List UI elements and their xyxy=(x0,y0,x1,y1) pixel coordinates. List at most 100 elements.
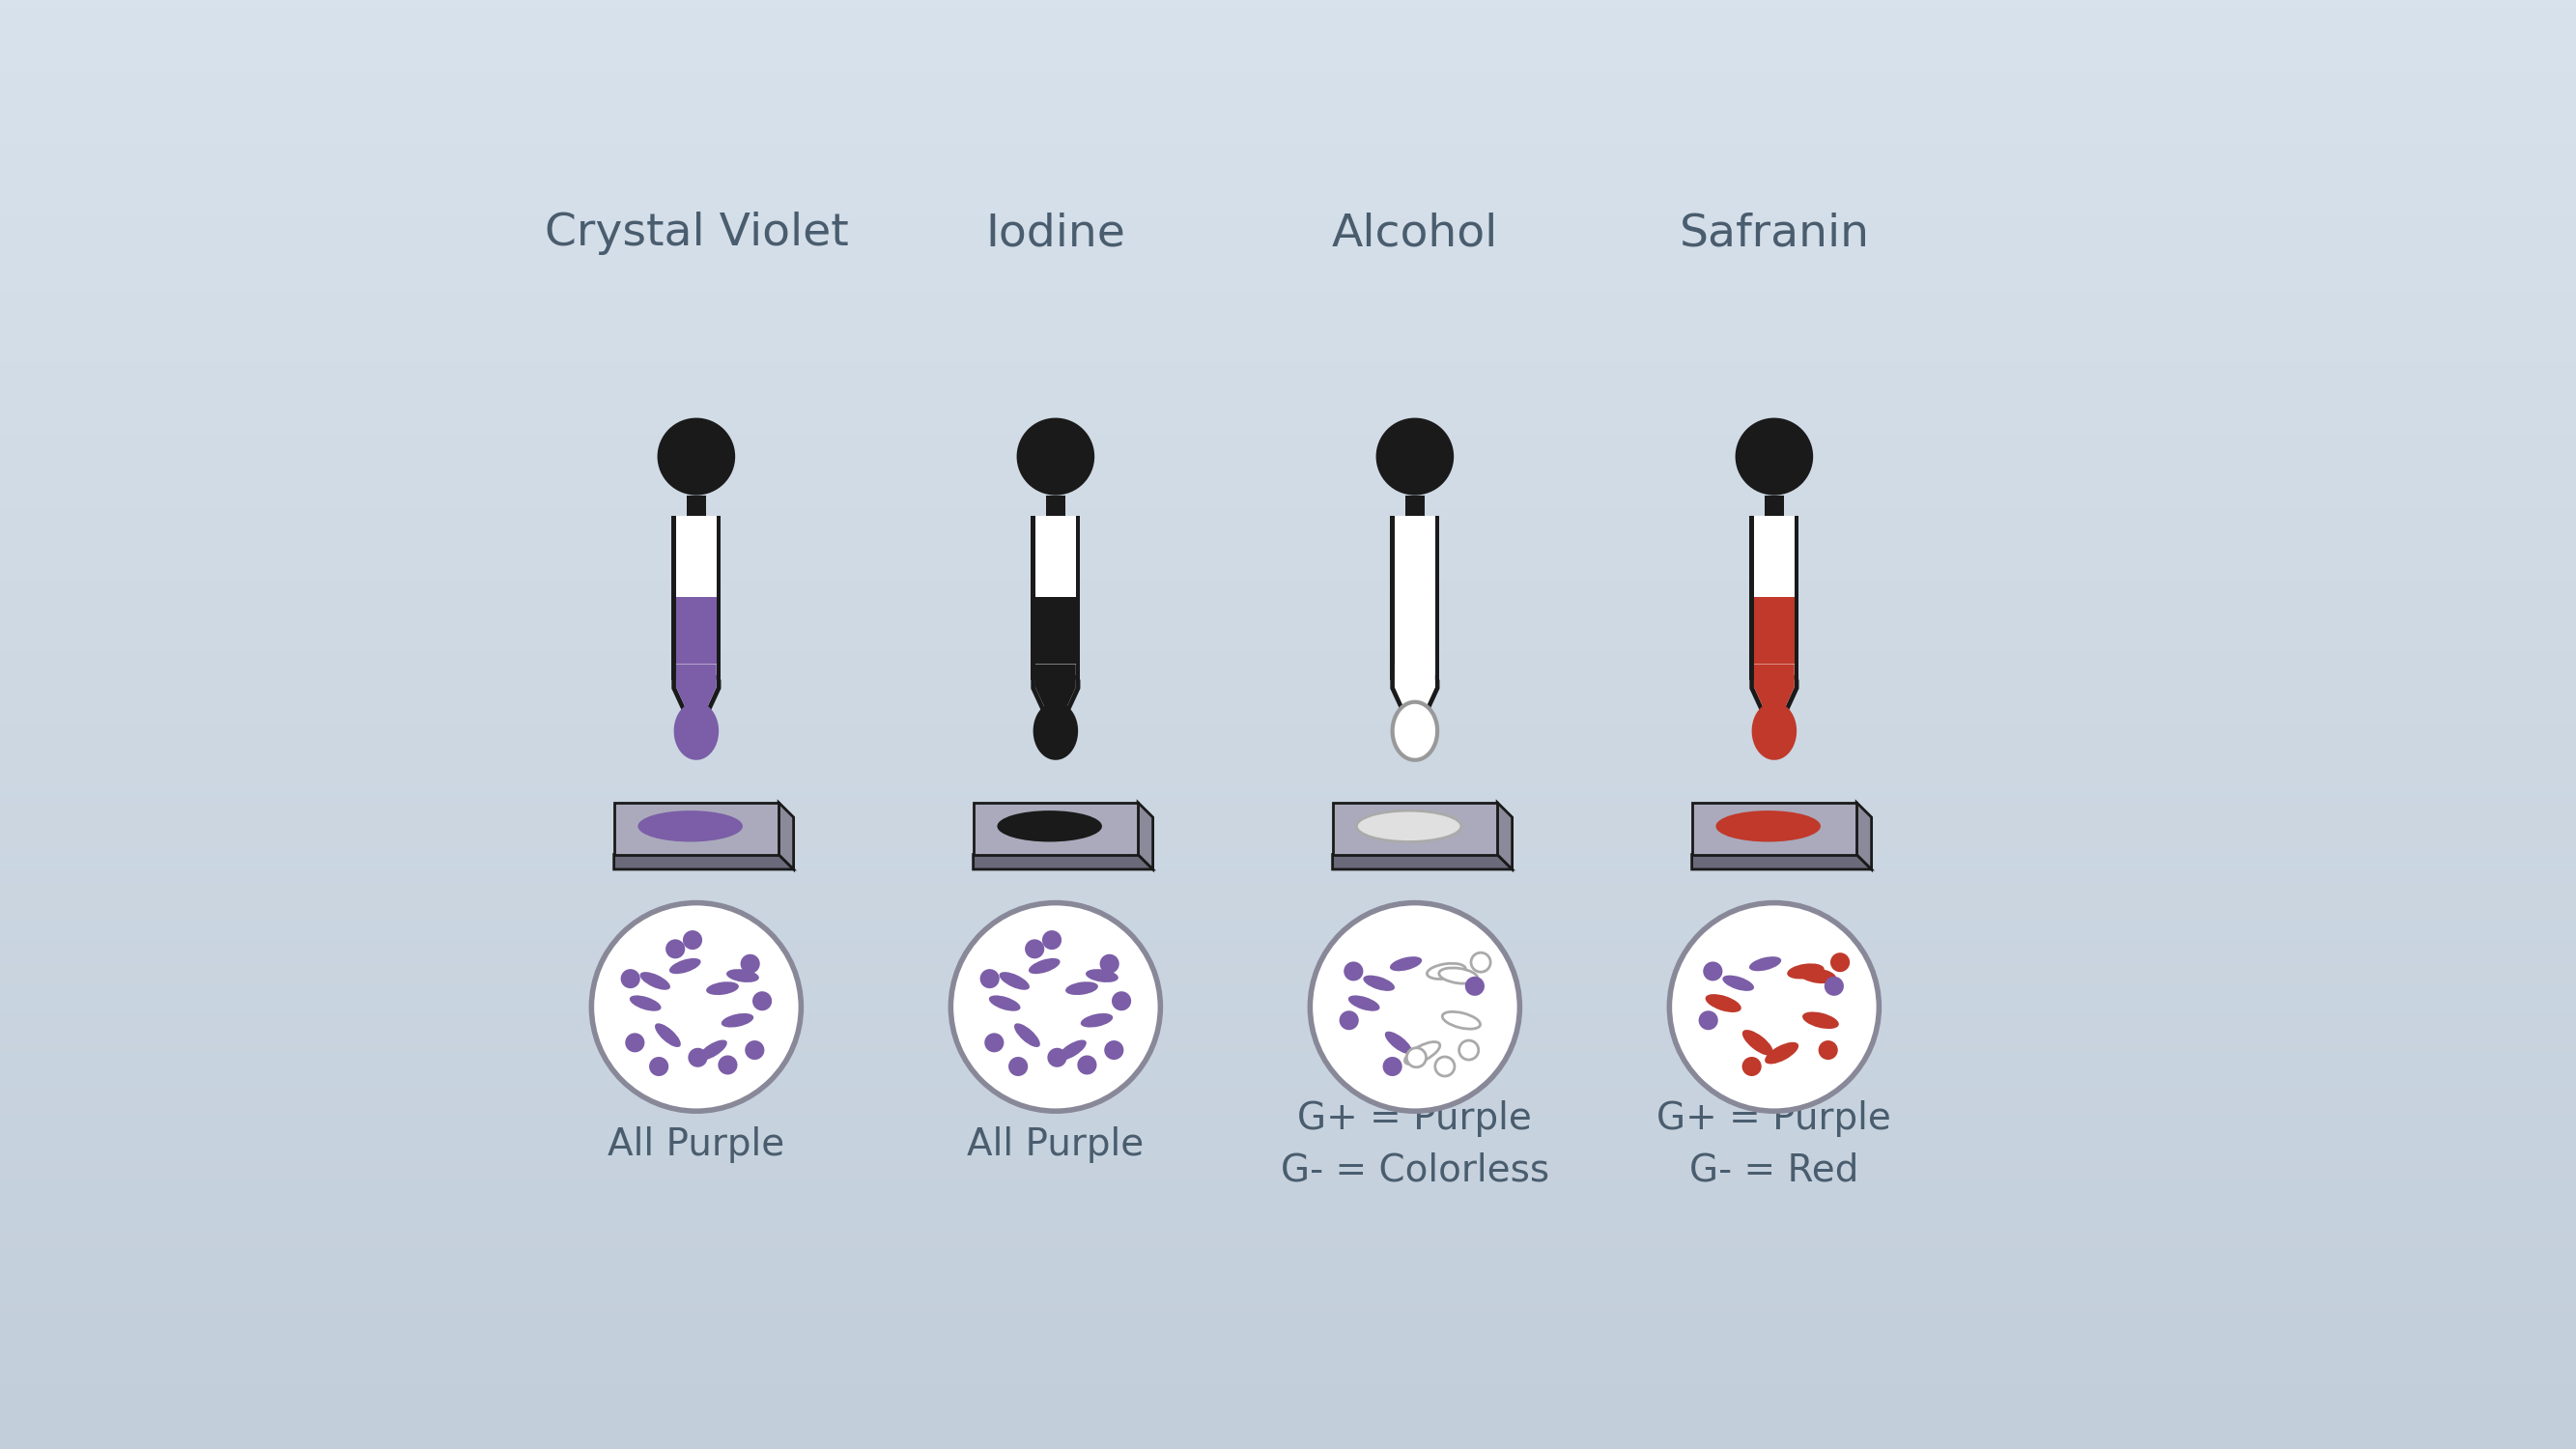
Polygon shape xyxy=(1749,516,1798,680)
Circle shape xyxy=(626,1033,644,1052)
Text: All Purple: All Purple xyxy=(608,1126,786,1164)
Polygon shape xyxy=(675,516,716,675)
Ellipse shape xyxy=(639,972,670,990)
Ellipse shape xyxy=(1716,810,1821,842)
Ellipse shape xyxy=(1363,975,1394,991)
Circle shape xyxy=(1406,1048,1427,1068)
Ellipse shape xyxy=(1028,958,1061,974)
Circle shape xyxy=(1741,1056,1762,1077)
Circle shape xyxy=(1819,1040,1837,1059)
Ellipse shape xyxy=(1765,1042,1798,1064)
Polygon shape xyxy=(1394,701,1437,761)
Ellipse shape xyxy=(1404,1042,1440,1064)
Circle shape xyxy=(1669,903,1878,1111)
Polygon shape xyxy=(675,701,719,761)
Circle shape xyxy=(1435,1056,1455,1077)
Circle shape xyxy=(1105,1040,1123,1059)
Ellipse shape xyxy=(1741,1030,1772,1055)
Circle shape xyxy=(1703,962,1723,981)
Polygon shape xyxy=(1036,664,1077,726)
Polygon shape xyxy=(1394,680,1435,726)
Circle shape xyxy=(951,903,1159,1111)
Ellipse shape xyxy=(1798,968,1837,984)
Ellipse shape xyxy=(999,972,1030,990)
Polygon shape xyxy=(1394,664,1435,726)
Ellipse shape xyxy=(1803,1011,1839,1029)
Polygon shape xyxy=(1404,496,1425,516)
Polygon shape xyxy=(1754,516,1795,675)
Circle shape xyxy=(1376,417,1453,496)
Circle shape xyxy=(1345,962,1363,981)
Polygon shape xyxy=(1036,516,1077,675)
Polygon shape xyxy=(1749,680,1798,736)
Ellipse shape xyxy=(654,1023,680,1048)
Polygon shape xyxy=(1754,680,1795,726)
Circle shape xyxy=(744,1040,765,1059)
Text: G+ = Purple
G- = Colorless: G+ = Purple G- = Colorless xyxy=(1280,1101,1548,1188)
Ellipse shape xyxy=(629,995,662,1011)
Ellipse shape xyxy=(1347,995,1381,1011)
Polygon shape xyxy=(974,803,1139,855)
Ellipse shape xyxy=(726,969,760,982)
Text: Safranin: Safranin xyxy=(1680,212,1870,255)
Circle shape xyxy=(1471,952,1492,972)
Ellipse shape xyxy=(1705,994,1741,1013)
Ellipse shape xyxy=(1440,968,1479,984)
Ellipse shape xyxy=(1015,1023,1041,1048)
Circle shape xyxy=(719,1055,737,1075)
Ellipse shape xyxy=(639,810,742,842)
Ellipse shape xyxy=(706,982,739,995)
Ellipse shape xyxy=(989,995,1020,1011)
Circle shape xyxy=(984,1033,1005,1052)
Ellipse shape xyxy=(1079,1013,1113,1027)
Polygon shape xyxy=(1692,803,1857,855)
Polygon shape xyxy=(672,680,721,736)
Circle shape xyxy=(1736,417,1814,496)
Circle shape xyxy=(979,969,999,988)
Polygon shape xyxy=(1030,516,1079,680)
Circle shape xyxy=(1832,952,1850,972)
Ellipse shape xyxy=(698,1040,726,1061)
Ellipse shape xyxy=(721,1013,755,1027)
Polygon shape xyxy=(1391,680,1440,736)
Circle shape xyxy=(1340,1011,1358,1030)
Polygon shape xyxy=(1036,597,1077,664)
Polygon shape xyxy=(1332,803,1497,855)
Circle shape xyxy=(1048,1048,1066,1068)
Circle shape xyxy=(1007,1056,1028,1077)
Polygon shape xyxy=(675,664,716,726)
Polygon shape xyxy=(675,597,716,664)
Ellipse shape xyxy=(1386,1032,1412,1053)
Circle shape xyxy=(1100,953,1118,974)
Circle shape xyxy=(1383,1056,1401,1077)
Polygon shape xyxy=(1391,516,1440,680)
Text: Crystal Violet: Crystal Violet xyxy=(544,212,848,255)
Text: G+ = Purple
G- = Red: G+ = Purple G- = Red xyxy=(1656,1101,1891,1188)
Circle shape xyxy=(1077,1055,1097,1075)
Circle shape xyxy=(1698,1011,1718,1030)
Ellipse shape xyxy=(1084,969,1118,982)
Polygon shape xyxy=(1394,597,1435,664)
Circle shape xyxy=(1113,991,1131,1011)
Polygon shape xyxy=(974,855,1154,869)
Polygon shape xyxy=(1046,496,1066,516)
Ellipse shape xyxy=(1427,964,1466,980)
Ellipse shape xyxy=(670,958,701,974)
Polygon shape xyxy=(688,496,706,516)
Ellipse shape xyxy=(1358,810,1461,842)
Polygon shape xyxy=(1332,855,1512,869)
Ellipse shape xyxy=(1059,1040,1087,1061)
Polygon shape xyxy=(1139,803,1154,869)
Circle shape xyxy=(1824,977,1844,995)
Polygon shape xyxy=(1036,680,1077,726)
Circle shape xyxy=(1025,939,1043,959)
Text: Iodine: Iodine xyxy=(987,212,1126,255)
Circle shape xyxy=(592,903,801,1111)
Text: All Purple: All Purple xyxy=(966,1126,1144,1164)
Circle shape xyxy=(1458,1040,1479,1059)
Circle shape xyxy=(665,939,685,959)
Polygon shape xyxy=(1394,516,1435,675)
Text: Alcohol: Alcohol xyxy=(1332,212,1499,255)
Circle shape xyxy=(739,953,760,974)
Ellipse shape xyxy=(1443,1011,1481,1029)
